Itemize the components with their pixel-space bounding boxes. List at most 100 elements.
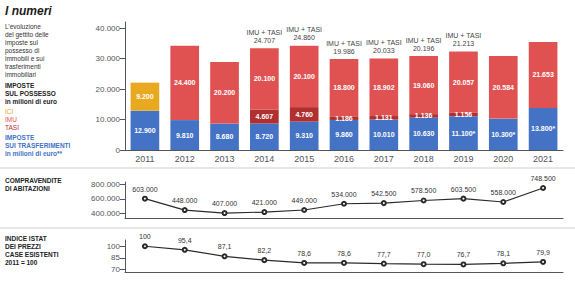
svg-text:del gettito delle: del gettito delle <box>5 31 49 39</box>
svg-text:8.720: 8.720 <box>256 133 274 140</box>
svg-text:87,1: 87,1 <box>218 243 232 250</box>
svg-text:2017: 2017 <box>374 154 394 164</box>
svg-text:542.500: 542.500 <box>371 190 396 197</box>
svg-text:SUI TRASFERIMENTI: SUI TRASFERIMENTI <box>5 142 71 149</box>
svg-text:1.136: 1.136 <box>415 112 433 119</box>
svg-text:24.400: 24.400 <box>174 79 196 86</box>
svg-text:8.680: 8.680 <box>216 133 234 140</box>
svg-text:IMPOSTE: IMPOSTE <box>5 82 35 89</box>
svg-text:IMU: IMU <box>5 116 17 123</box>
svg-text:77,0: 77,0 <box>417 251 431 258</box>
svg-text:40.000: 40.000 <box>96 24 121 33</box>
svg-text:20.000: 20.000 <box>96 85 121 94</box>
svg-text:immobili e sui: immobili e sui <box>5 55 44 62</box>
svg-text:IMU + TASI: IMU + TASI <box>326 40 362 47</box>
svg-text:19.986: 19.986 <box>333 48 355 55</box>
svg-text:2020: 2020 <box>493 154 513 164</box>
svg-text:100: 100 <box>107 242 121 251</box>
svg-text:2011: 2011 <box>135 154 154 164</box>
svg-text:2013: 2013 <box>215 154 235 164</box>
svg-text:85: 85 <box>111 253 120 262</box>
svg-text:IMU + TASI: IMU + TASI <box>246 29 282 36</box>
svg-text:534.000: 534.000 <box>331 191 356 198</box>
svg-text:DI ABITAZIONI: DI ABITAZIONI <box>5 185 50 192</box>
svg-text:trasferimenti: trasferimenti <box>5 63 41 70</box>
svg-text:1.131: 1.131 <box>375 114 393 121</box>
svg-text:10.300*: 10.300* <box>491 131 515 138</box>
svg-text:2011 = 100: 2011 = 100 <box>5 259 38 266</box>
svg-text:2016: 2016 <box>334 154 354 164</box>
svg-text:13.800*: 13.800* <box>531 125 555 132</box>
svg-text:78,6: 78,6 <box>337 250 351 257</box>
svg-text:11.100*: 11.100* <box>452 130 476 137</box>
svg-text:CASE ESISTENTI: CASE ESISTENTI <box>5 251 59 258</box>
svg-text:9.810: 9.810 <box>176 132 194 139</box>
svg-text:30.000: 30.000 <box>96 54 121 63</box>
svg-text:IMU + TASI: IMU + TASI <box>446 32 482 39</box>
svg-text:82,2: 82,2 <box>258 247 272 254</box>
svg-text:IMPOSTE: IMPOSTE <box>5 134 35 141</box>
svg-text:imposte sul: imposte sul <box>5 39 38 47</box>
svg-text:748.500: 748.500 <box>530 175 555 182</box>
svg-text:DEI PREZZI: DEI PREZZI <box>5 243 41 250</box>
svg-text:600.000: 600.000 <box>91 194 120 203</box>
svg-text:10.630: 10.630 <box>413 130 435 137</box>
svg-text:20.057: 20.057 <box>453 79 475 86</box>
svg-text:448.000: 448.000 <box>172 197 197 204</box>
svg-text:21.213: 21.213 <box>453 40 475 47</box>
svg-text:SUL POSSESSO: SUL POSSESSO <box>5 90 56 97</box>
svg-text:9.310: 9.310 <box>295 132 313 139</box>
svg-text:603.500: 603.500 <box>451 186 476 193</box>
svg-text:9.200: 9.200 <box>136 93 154 100</box>
svg-text:407.000: 407.000 <box>212 200 237 207</box>
svg-text:in milioni di euro**: in milioni di euro** <box>5 150 63 157</box>
svg-text:2012: 2012 <box>175 154 195 164</box>
svg-text:20.200: 20.200 <box>214 89 236 96</box>
svg-text:immobiliari: immobiliari <box>5 71 36 78</box>
svg-text:I numeri: I numeri <box>5 4 52 18</box>
svg-text:95,4: 95,4 <box>178 237 192 244</box>
svg-text:4.760: 4.760 <box>295 111 313 118</box>
svg-text:10.010: 10.010 <box>373 131 395 138</box>
svg-text:4.607: 4.607 <box>256 113 274 120</box>
svg-text:578.500: 578.500 <box>411 187 436 194</box>
svg-text:IMU + TASI: IMU + TASI <box>286 26 322 33</box>
svg-text:76,7: 76,7 <box>457 251 471 258</box>
svg-text:20.100: 20.100 <box>254 75 276 82</box>
svg-text:ICI: ICI <box>5 108 14 115</box>
svg-text:79,9: 79,9 <box>536 249 550 256</box>
svg-text:400.000: 400.000 <box>91 209 120 218</box>
svg-text:558.000: 558.000 <box>491 189 516 196</box>
svg-text:78,6: 78,6 <box>297 250 311 257</box>
svg-text:20.196: 20.196 <box>413 45 435 52</box>
svg-text:24.707: 24.707 <box>254 37 276 44</box>
svg-text:19.060: 19.060 <box>413 82 435 89</box>
svg-text:1.186: 1.186 <box>335 115 353 122</box>
svg-text:78,1: 78,1 <box>496 250 510 257</box>
svg-text:2014: 2014 <box>254 154 274 164</box>
svg-text:INDICE ISTAT: INDICE ISTAT <box>5 235 47 242</box>
svg-text:2015: 2015 <box>294 154 314 164</box>
svg-text:70: 70 <box>111 265 120 274</box>
svg-text:2019: 2019 <box>453 154 473 164</box>
svg-text:21.653: 21.653 <box>532 71 554 78</box>
svg-text:0: 0 <box>116 146 121 155</box>
svg-text:603.000: 603.000 <box>132 186 157 193</box>
svg-text:2021: 2021 <box>533 154 553 164</box>
svg-text:TASI: TASI <box>5 124 19 131</box>
svg-text:20.584: 20.584 <box>493 84 515 91</box>
svg-text:24.860: 24.860 <box>293 34 315 41</box>
svg-text:20.100: 20.100 <box>293 73 315 80</box>
svg-text:in milioni di euro: in milioni di euro <box>5 98 57 105</box>
svg-text:20.033: 20.033 <box>373 47 395 54</box>
svg-text:449.000: 449.000 <box>292 197 317 204</box>
svg-text:800.000: 800.000 <box>91 180 120 189</box>
svg-text:IMU + TASI: IMU + TASI <box>406 37 442 44</box>
svg-text:1.156: 1.156 <box>455 111 473 118</box>
svg-text:18.902: 18.902 <box>373 84 395 91</box>
svg-text:IMU + TASI: IMU + TASI <box>366 39 402 46</box>
svg-text:L’evoluzione: L’evoluzione <box>5 23 41 30</box>
svg-text:COMPRAVENDITE: COMPRAVENDITE <box>5 177 62 184</box>
svg-text:18.800: 18.800 <box>333 84 355 91</box>
svg-text:12.900: 12.900 <box>134 127 156 134</box>
